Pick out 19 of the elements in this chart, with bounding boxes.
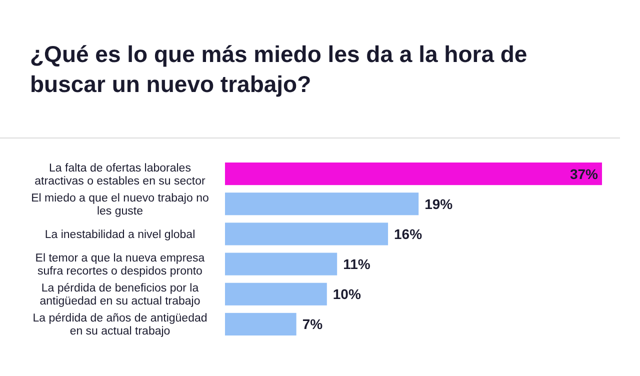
chart-title: ¿Qué es lo que más miedo les da a la hora de buscar un nuevo trabajo? xyxy=(30,41,528,97)
bar xyxy=(225,192,419,216)
bar xyxy=(225,252,338,276)
data-label: 7% xyxy=(302,316,324,332)
data-label: 10% xyxy=(332,286,362,302)
bar xyxy=(225,222,388,246)
data-label: 11% xyxy=(343,256,371,272)
data-label: 16% xyxy=(394,226,423,242)
y-tick-label: El temor a que la nueva empresa sufra recortes o despidos pronto xyxy=(35,252,206,278)
y-tick-label: La pérdida de años de antigüedad en su actual trabajo xyxy=(32,312,208,338)
bar xyxy=(225,312,296,336)
y-tick-label: La falta de ofertas laborales atractivas o estables en su sector xyxy=(34,162,206,188)
y-tick-label: El miedo a que el nuevo trabajo no les guste xyxy=(31,192,209,218)
y-tick-label: La pérdida de beneficios por la antigüedad en su actual trabajo xyxy=(40,282,200,308)
data-label: 37% xyxy=(570,166,599,182)
bar xyxy=(225,162,602,186)
y-tick-label: La inestabilidad a nivel global xyxy=(44,228,196,241)
data-label: 19% xyxy=(424,196,454,212)
bar xyxy=(225,282,327,306)
